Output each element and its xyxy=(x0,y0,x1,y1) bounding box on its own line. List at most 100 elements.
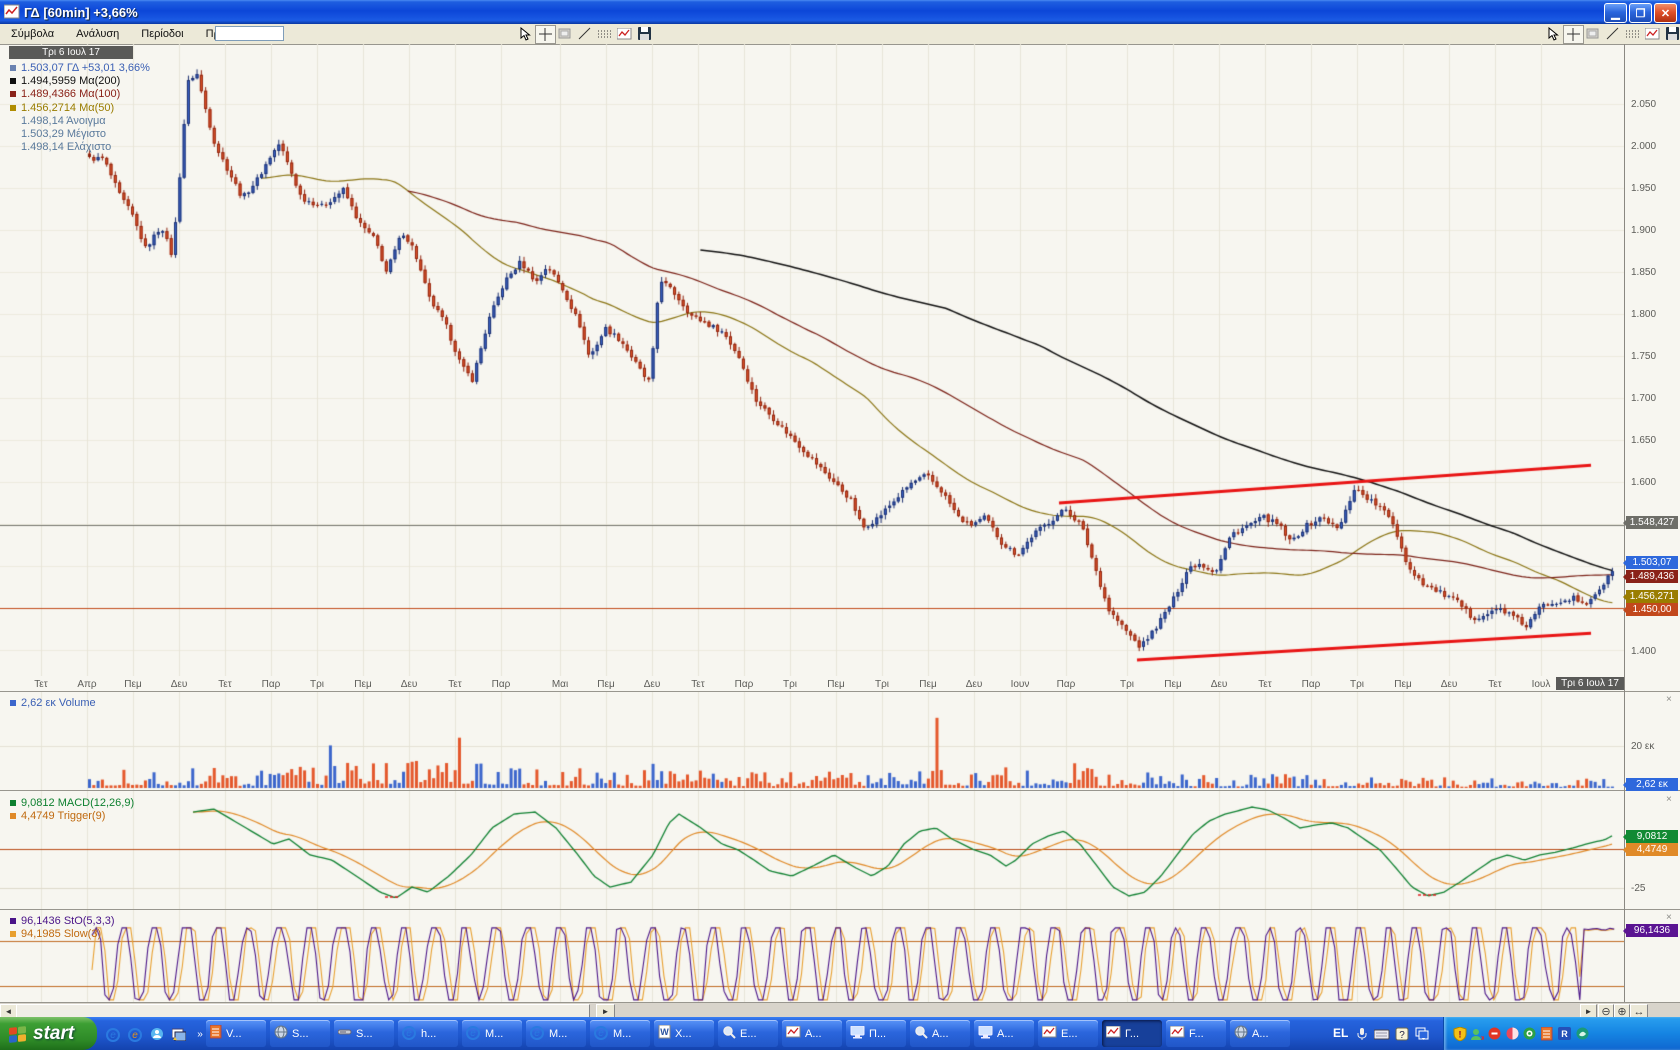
taskbar-button-label: M... xyxy=(613,1027,632,1040)
x-axis-label: Δευ xyxy=(643,679,661,690)
taskbar-button-9[interactable]: E... xyxy=(718,1020,778,1047)
language-bar-options-icon[interactable] xyxy=(1412,1024,1432,1044)
taskbar-button-14[interactable]: E... xyxy=(1038,1020,1098,1047)
minimize-button[interactable]: ▁ xyxy=(1604,3,1627,23)
volume-axis-label: 20 εκ xyxy=(1631,741,1655,752)
toolbar-box-icon[interactable] xyxy=(1583,25,1602,42)
toolbar-save-icon[interactable] xyxy=(635,25,654,42)
main-price-chart[interactable] xyxy=(0,44,1624,676)
taskbar-mini-chart-icon xyxy=(1169,1025,1185,1041)
taskbar-button-label: A... xyxy=(1252,1027,1269,1040)
x-axis-label: Δευ xyxy=(965,679,983,690)
toolbar-mini-chart-icon[interactable] xyxy=(1643,25,1662,42)
stochastic-pane[interactable] xyxy=(0,910,1624,1002)
x-axis-label: Πεμ xyxy=(124,679,142,690)
x-axis-label: Πεμ xyxy=(597,679,615,690)
pane-separator xyxy=(0,909,1680,910)
taskbar-button-4[interactable]: e h... xyxy=(398,1020,458,1047)
start-button[interactable]: start xyxy=(0,1017,97,1050)
legend-row: 1.456,2714 Μα(50) xyxy=(10,102,114,114)
taskbar-ie-icon: e xyxy=(594,1025,609,1043)
tray-doc-orange[interactable] xyxy=(1540,1026,1555,1041)
tray-target-green[interactable] xyxy=(1522,1026,1537,1041)
taskbar-button-label: M... xyxy=(549,1027,568,1040)
price-axis-label: 1.950 xyxy=(1631,183,1657,194)
taskbar-button-17[interactable]: A... xyxy=(1230,1020,1290,1047)
tray-swirl-green[interactable] xyxy=(1575,1026,1590,1041)
menu-item-3[interactable]: Περίοδοι xyxy=(141,28,184,40)
volume-pane[interactable] xyxy=(0,692,1624,791)
macd-pane-close-icon[interactable]: × xyxy=(1666,794,1672,805)
taskbar-button-label: X... xyxy=(675,1027,692,1040)
toolbar-crosshair-icon[interactable] xyxy=(535,25,556,44)
svg-text:e: e xyxy=(598,1028,604,1039)
pane-separator xyxy=(0,691,1680,692)
close-button[interactable]: ✕ xyxy=(1654,3,1677,23)
quick-launch-ie-icon[interactable]: e xyxy=(103,1024,123,1044)
price-axis-label: 1.650 xyxy=(1631,435,1657,446)
cursor-date-badge: Τρι 6 Ιουλ 17 xyxy=(9,46,133,59)
taskbar-button-5[interactable]: e M... xyxy=(462,1020,522,1047)
toolbar-box-icon[interactable] xyxy=(555,25,574,42)
legend-swatch xyxy=(10,91,16,98)
svg-text:e: e xyxy=(406,1028,412,1039)
tray-r-blue[interactable]: R xyxy=(1557,1026,1572,1041)
language-indicator[interactable]: EL xyxy=(1333,1026,1349,1040)
quick-launch-ie-orange-icon[interactable]: e xyxy=(125,1024,145,1044)
stochastic-pane-close-icon[interactable]: × xyxy=(1666,912,1672,923)
taskbar-button-label: h... xyxy=(421,1027,437,1040)
legend-swatch xyxy=(10,65,16,71)
taskbar-monitor-icon xyxy=(850,1025,865,1042)
taskbar-button-15[interactable]: Γ... xyxy=(1102,1020,1162,1047)
quick-launch-show-desktop-icon[interactable] xyxy=(169,1024,189,1044)
toolbar-save-icon[interactable] xyxy=(1663,25,1680,42)
menu-item-2[interactable]: Ανάλυση xyxy=(76,28,120,40)
legend-row: 1.489,4366 Μα(100) xyxy=(10,88,120,100)
keyboard-icon[interactable] xyxy=(1372,1024,1392,1044)
quick-launch-overflow-chevron[interactable]: » xyxy=(197,1028,203,1040)
macd-pane[interactable] xyxy=(0,791,1624,910)
toolbar-line-icon[interactable] xyxy=(1603,25,1622,42)
taskbar-button-12[interactable]: A... xyxy=(910,1020,970,1047)
toolbar-dotted-lines-icon[interactable] xyxy=(1623,25,1642,42)
taskbar-globe-icon xyxy=(1234,1025,1248,1042)
toolbar-crosshair-icon[interactable] xyxy=(1563,25,1584,44)
taskbar-button-7[interactable]: e M... xyxy=(590,1020,650,1047)
restore-button[interactable]: ❐ xyxy=(1629,3,1652,23)
price-badge: 1.450,00 xyxy=(1623,603,1678,616)
taskbar-mini-chart-icon xyxy=(785,1025,801,1041)
legend-text: 1.503,29 Μέγιστο xyxy=(21,128,106,140)
quick-launch-msn-icon[interactable] xyxy=(147,1024,167,1044)
toolbar-dotted-lines-icon[interactable] xyxy=(595,25,614,42)
x-axis-label: Παρ xyxy=(734,679,754,690)
tray-pill-red[interactable] xyxy=(1505,1026,1520,1041)
taskbar-button-2[interactable]: S... xyxy=(270,1020,330,1047)
taskbar-button-11[interactable]: Π... xyxy=(846,1020,906,1047)
scroll-right-button[interactable]: ► xyxy=(596,1004,615,1019)
tray-shield-yellow[interactable]: ! xyxy=(1452,1026,1467,1041)
stochastic-value-badge: 96,1436 xyxy=(1623,924,1678,937)
taskbar-button-10[interactable]: A... xyxy=(782,1020,842,1047)
taskbar-button-6[interactable]: e M... xyxy=(526,1020,586,1047)
tray-people-green[interactable]: x xyxy=(1470,1026,1485,1041)
menu-item-1[interactable]: Σύμβολα xyxy=(11,28,55,40)
taskbar-button-3[interactable]: S... xyxy=(334,1020,394,1047)
toolbar-line-icon[interactable] xyxy=(575,25,594,42)
microphone-icon[interactable] xyxy=(1352,1024,1372,1044)
taskbar-button-16[interactable]: F... xyxy=(1166,1020,1226,1047)
taskbar-button-8[interactable]: W X... xyxy=(654,1020,714,1047)
volume-pane-close-icon[interactable]: × xyxy=(1666,694,1672,705)
help-icon[interactable]: ? xyxy=(1392,1024,1412,1044)
menubar: ΣύμβολαΑνάλυσηΠερίοδοιΠροβολή xyxy=(0,24,1680,45)
price-badge: 1.503,07 xyxy=(1623,556,1678,569)
toolbar-cursor-icon[interactable] xyxy=(515,25,534,42)
taskbar-button-1[interactable]: V... xyxy=(206,1020,266,1047)
toolbar-cursor-icon[interactable] xyxy=(1543,25,1562,42)
toolbar-mini-chart-icon[interactable] xyxy=(615,25,634,42)
taskbar-button-label: E... xyxy=(740,1027,757,1040)
symbol-input[interactable] xyxy=(215,26,284,41)
taskbar-button-13[interactable]: A... xyxy=(974,1020,1034,1047)
x-axis-label: Πεμ xyxy=(354,679,372,690)
tray-ball-red[interactable] xyxy=(1487,1026,1502,1041)
